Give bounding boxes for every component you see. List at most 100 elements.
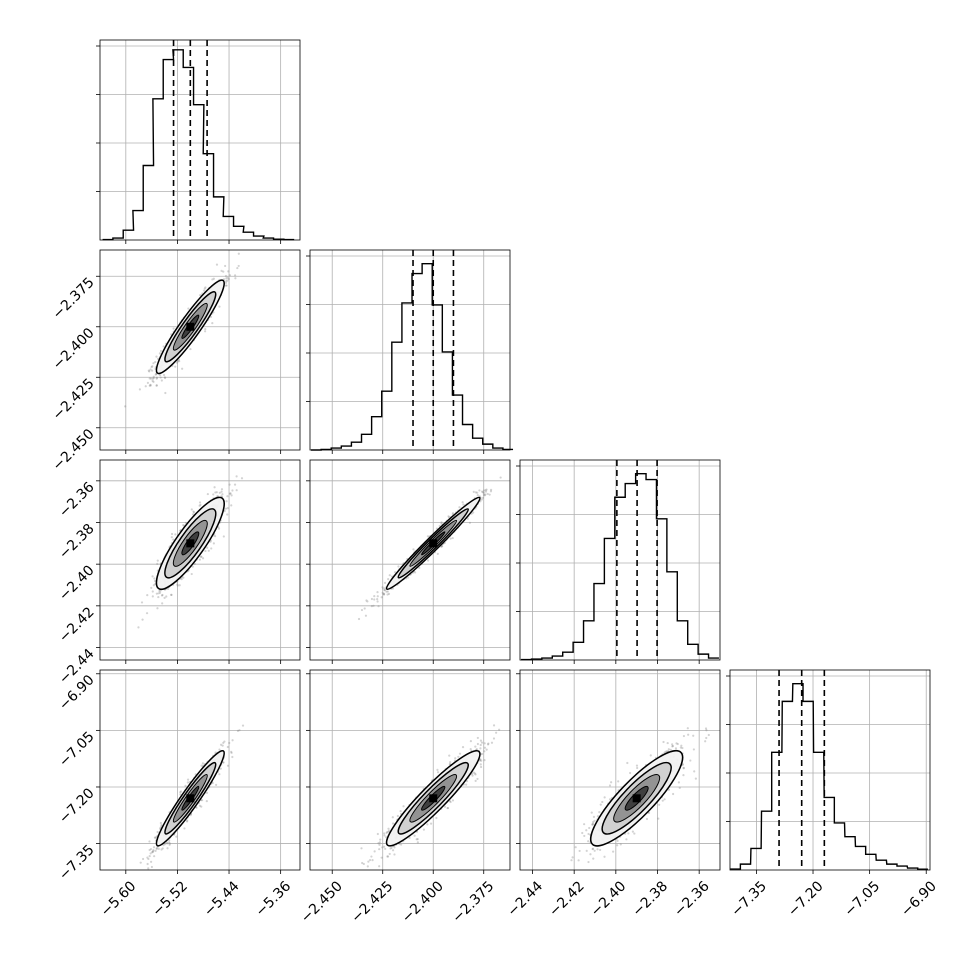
scatter-point [429, 822, 433, 825]
hist-panel-0-frame [99, 39, 301, 241]
scatter-point [222, 741, 225, 744]
scatter-point [451, 536, 454, 540]
scatter-point [157, 847, 160, 851]
scatter-point [386, 593, 389, 596]
scatter-point [363, 607, 366, 610]
scatter-point [148, 840, 151, 843]
scatter-point [441, 544, 444, 548]
scatter-point [177, 360, 180, 363]
scatter-point [148, 370, 151, 373]
scatter-point [162, 844, 165, 847]
scatter-point [237, 252, 240, 255]
scatter-point [435, 816, 438, 820]
scatter-point [482, 493, 486, 497]
scatter-point [204, 286, 207, 289]
scatter-point [233, 483, 237, 486]
scatter-point [476, 742, 479, 746]
scatter-point [440, 522, 443, 525]
scatter-point [225, 280, 228, 283]
scatter-point [153, 579, 157, 583]
scatter-point [149, 384, 152, 387]
scatter-point [185, 820, 189, 823]
scatter-point [440, 521, 443, 524]
scatter-point [469, 740, 472, 743]
scatter-point [158, 374, 162, 377]
scatter-point [370, 604, 373, 608]
scatter-point [162, 345, 165, 348]
hist-panel-3-frame [729, 669, 931, 871]
scatter-point [124, 405, 127, 408]
scatter-point [222, 535, 225, 538]
scatter-point [376, 590, 379, 594]
scatter-point [468, 521, 472, 524]
scatter-point [362, 862, 365, 866]
scatter-point [484, 490, 488, 493]
scatter-point [159, 349, 163, 353]
scatter-point [372, 604, 375, 607]
scatter-point [218, 491, 221, 494]
scatter-point [474, 779, 477, 782]
scatter-point [408, 836, 411, 839]
scatter-point [485, 488, 488, 491]
scatter-point [474, 491, 477, 494]
scatter-point [373, 598, 376, 601]
scatter-point [149, 852, 152, 855]
scatter-point [214, 535, 217, 538]
scatter-point [138, 388, 141, 391]
scatter-panel-0-3-grid [100, 670, 300, 870]
scatter-point [211, 781, 214, 785]
scatter-point [153, 855, 156, 858]
scatter-point [388, 574, 391, 577]
scatter-point [151, 595, 154, 598]
scatter-point [165, 595, 168, 598]
scatter-point [486, 492, 489, 496]
scatter-point [230, 751, 233, 754]
scatter-point [483, 494, 486, 497]
scatter-point [151, 590, 154, 593]
scatter-point [220, 488, 224, 491]
scatter-point [148, 848, 151, 852]
scatter-point [155, 592, 158, 595]
scatter-point [151, 850, 154, 854]
scatter-point [397, 565, 400, 568]
scatter-point [199, 555, 203, 558]
scatter-point [481, 496, 485, 499]
hist-panel-2-frame [519, 459, 721, 661]
scatter-point [154, 836, 157, 839]
scatter-point [182, 523, 185, 527]
scatter-point [159, 821, 162, 825]
scatter-point [199, 503, 202, 506]
scatter-point [162, 373, 166, 377]
scatter-point [226, 507, 229, 510]
scatter-point [155, 847, 158, 850]
scatter-point [137, 626, 140, 629]
scatter-point [226, 279, 229, 282]
scatter-point [205, 800, 208, 803]
scatter-point [166, 842, 169, 845]
scatter-point [387, 578, 390, 581]
scatter-point [436, 771, 440, 774]
scatter-point [155, 355, 158, 358]
scatter-panel-0-3-content [139, 724, 245, 870]
scatter-point [158, 589, 161, 593]
scatter-point [215, 491, 218, 494]
scatter-point [224, 264, 227, 268]
scatter-point [184, 784, 187, 787]
scatter-point [235, 489, 238, 492]
scatter-point [387, 592, 391, 595]
scatter-point [481, 491, 484, 494]
scatter-point [144, 385, 147, 388]
scatter-point [141, 618, 144, 621]
scatter-point [235, 475, 238, 478]
scatter-point [376, 595, 379, 598]
scatter-point [161, 602, 164, 605]
scatter-point [183, 827, 186, 830]
scatter-point [190, 572, 193, 576]
scatter-point [224, 284, 227, 287]
hist-panel-0-grid [100, 40, 300, 240]
scatter-point [146, 856, 149, 859]
scatter-point [150, 865, 154, 869]
scatter-point [178, 584, 181, 587]
scatter-point [370, 597, 374, 601]
scatter-point [161, 593, 164, 597]
